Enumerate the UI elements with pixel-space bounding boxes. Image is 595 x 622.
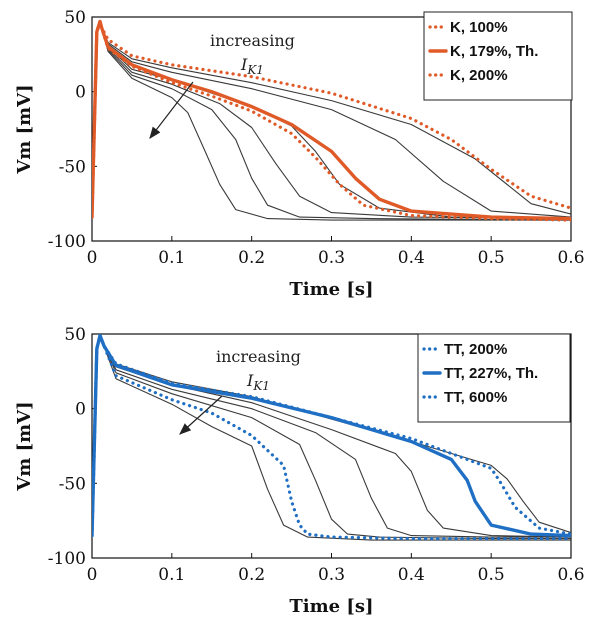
highlight-series-3	[92, 19, 571, 222]
annotation-math: IK1	[246, 371, 270, 393]
x-tick-label: 0	[87, 248, 98, 268]
x-tick-label: 0.5	[478, 248, 505, 268]
annotation-math-sub: K1	[252, 379, 270, 393]
highlight-series-2	[92, 19, 571, 221]
y-tick-label: -50	[59, 474, 86, 494]
y-tick-label: 0	[75, 400, 86, 420]
x-axis-label: Time [s]	[289, 596, 373, 617]
x-tick-label: 0.4	[398, 248, 425, 268]
legend: TT, 200% TT, 227%, Th. TT, 600%	[417, 333, 571, 423]
x-tick-label: 0.5	[478, 565, 505, 585]
x-tick-label: 0.4	[398, 565, 425, 585]
annotation-math-sub: K1	[246, 63, 264, 77]
legend-label: K, 179%, Th.	[450, 43, 538, 60]
y-tick-label: 0	[75, 83, 86, 103]
y-axis-label: Vm [mV]	[14, 84, 35, 174]
y-tick-label: -50	[59, 157, 86, 177]
annotation-math: IK1	[240, 55, 264, 77]
y-tick-label: 50	[64, 325, 86, 345]
annotation-arrow	[179, 395, 223, 435]
legend-box	[417, 333, 571, 423]
y-tick-label: -100	[48, 549, 86, 569]
highlight-series-2	[92, 334, 571, 538]
annotation-math-base: I	[240, 55, 248, 74]
x-tick-label: 0.1	[158, 565, 185, 585]
chart-panel-1: 0 0.1 0.2 0.3 0.4 0.5 0.6 50 0 -50 -100 Time [s] Vm …	[14, 8, 585, 300]
x-axis-label: Time [s]	[289, 279, 373, 300]
annotation-arrow	[149, 81, 194, 139]
x-tick-label: 0	[87, 565, 98, 585]
series-group	[92, 334, 571, 541]
annotation-math-base: I	[246, 371, 254, 390]
legend-label: TT, 227%, Th.	[444, 365, 538, 382]
legend-box	[423, 11, 573, 101]
x-tick-label: 0.6	[557, 565, 584, 585]
highlight-series-3	[92, 334, 571, 538]
y-tick-label: -100	[48, 232, 86, 252]
legend-label: TT, 600%	[444, 389, 507, 406]
legend-label: TT, 200%	[444, 341, 507, 358]
x-tick-label: 0.2	[238, 248, 265, 268]
series-group	[92, 19, 571, 222]
legend-label: K, 100%	[450, 19, 508, 36]
x-tick-label: 0.1	[158, 248, 185, 268]
y-axis-label: Vm [mV]	[14, 401, 35, 491]
x-tick-label: 0.2	[238, 565, 265, 585]
y-tick-label: 50	[64, 8, 86, 28]
x-tick-label: 0.6	[557, 248, 584, 268]
x-tick-label: 0.3	[318, 248, 345, 268]
chart-panel-2: 0 0.1 0.2 0.3 0.4 0.5 0.6 50 0 -50 -100 Time [s] Vm …	[14, 325, 585, 617]
annotation-text: increasing	[210, 31, 295, 50]
legend-label: K, 200%	[450, 67, 508, 84]
legend: K, 100% K, 179%, Th. K, 200%	[423, 11, 573, 101]
annotation-text: increasing	[216, 347, 301, 366]
x-tick-label: 0.3	[318, 565, 345, 585]
